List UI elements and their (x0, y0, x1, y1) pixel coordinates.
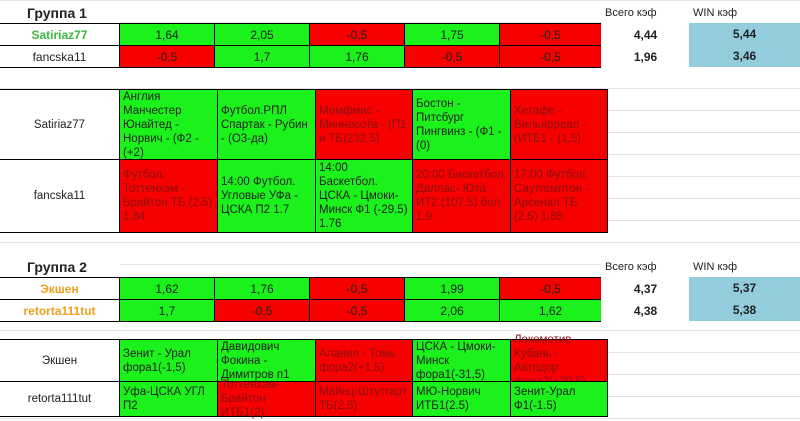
bet-cell[interactable]: Хетафе - Вильярреал - (ИТБ1 - (1,5) (510, 89, 608, 160)
total-odds[interactable]: 4,38 (601, 299, 690, 322)
odds-cell[interactable]: -0,5 (309, 299, 405, 322)
odds-cell[interactable]: 1,76 (309, 45, 405, 68)
group-title: Группа 1 (0, 1, 120, 24)
bet-cell[interactable]: Зенит-Урал Ф1(-1.5) (510, 381, 608, 417)
total-odds[interactable]: 4,37 (601, 277, 690, 300)
odds-cell[interactable]: -0,5 (499, 23, 602, 46)
bet-cell[interactable]: Давидович Фокина - Димитров п1 (217, 339, 316, 382)
bet-cell[interactable]: Уфа-ЦСКА УГЛ П2 (119, 381, 218, 417)
bet-player-name[interactable]: retorta111tut (0, 381, 120, 417)
total-odds[interactable]: 4,44 (601, 23, 690, 46)
bet-cell[interactable]: Мемфмис - Миннесота - (П1 и ТБ(232,5) (315, 89, 413, 160)
win-odds[interactable]: 3,46 (689, 45, 800, 68)
odds-cell[interactable]: -0,5 (309, 277, 405, 300)
bet-cell[interactable]: ЦСКА - Цмоки-Минск фора1(-31,5) (412, 339, 511, 382)
player-name[interactable]: retorta111tut (0, 299, 120, 322)
odds-cell[interactable]: 1,7 (214, 45, 310, 68)
bet-player-name[interactable]: Satiriaz77 (0, 89, 120, 160)
odds-cell[interactable]: -0,5 (309, 23, 405, 46)
win-odds[interactable]: 5,44 (689, 23, 800, 46)
bet-cell[interactable]: Майнц-Штутгарт ТБ(2.5) (315, 381, 413, 417)
bet-cell[interactable]: Алания - Томь фора2(+1,5) (315, 339, 413, 382)
odds-cell[interactable]: -0,5 (119, 45, 215, 68)
win-header: WIN кэф (689, 255, 800, 278)
odds-cell[interactable]: -0,5 (499, 45, 602, 68)
odds-cell[interactable]: -0,5 (214, 299, 310, 322)
bet-cell[interactable]: 14:00 Футбол. Угловые УФа - ЦСКА П2 1.7 (217, 159, 316, 233)
player-name[interactable]: Экшен (0, 277, 120, 300)
bet-player-name[interactable]: fancska11 (0, 159, 120, 233)
player-name[interactable]: Satiriaz77 (0, 23, 120, 46)
bet-cell[interactable]: 17:00 Футбол. Саутгемптон - Арсенал ТБ (… (510, 159, 608, 233)
odds-cell[interactable]: 1,7 (119, 299, 215, 322)
win-odds[interactable]: 5,38 (689, 299, 800, 322)
bet-cell[interactable]: Футбол. Тоттенхэм - Брайтон ТБ (2.5) 1.8… (119, 159, 218, 233)
bet-cell[interactable]: Англия Манчестер Юнайтед - Норвич - (Ф2 … (119, 89, 218, 160)
bet-cell[interactable]: 20:00 Баскетбол. Даллас- Юта ИТ2 (107.5)… (412, 159, 511, 233)
player-name[interactable]: fancska11 (0, 45, 120, 68)
bet-cell[interactable]: Тоттенхэм-Брайтон ИТБ1(2) (217, 379, 316, 419)
odds-cell[interactable]: -0,5 (499, 277, 602, 300)
odds-cell[interactable]: 1,75 (404, 23, 500, 46)
bet-cell[interactable]: 14:00 Баскетбол. ЦСКА - Цмоки-Минск Ф1 (… (315, 159, 413, 233)
group-title: Группа 2 (0, 255, 120, 278)
bet-cell[interactable]: Зенит - Урал фора1(-1,5) (119, 339, 218, 382)
bet-cell[interactable]: Футбол.РПЛ Спартак - Рубин - (О3-да) (217, 89, 316, 160)
win-header: WIN кэф (689, 1, 800, 24)
odds-cell[interactable]: 1,62 (499, 299, 602, 322)
total-header: Всего кэф (601, 255, 690, 278)
odds-cell[interactable]: 1,62 (119, 277, 215, 300)
bet-player-name[interactable]: Экшен (0, 339, 120, 382)
bet-cell[interactable]: Локомотив-Кубань - Автодор фора2(+20,5) (510, 334, 608, 388)
odds-cell[interactable]: 1,99 (404, 277, 500, 300)
total-odds[interactable]: 1,96 (601, 45, 690, 68)
odds-cell[interactable]: 1,64 (119, 23, 215, 46)
bet-cell[interactable]: МЮ-Норвич ИТБ1(2.5) (412, 381, 511, 417)
bet-cell[interactable]: Бостон - Питсбург Пингвинз - (Ф1 - (0) (412, 89, 511, 160)
odds-cell[interactable]: 2,06 (404, 299, 500, 322)
total-header: Всего кэф (601, 1, 690, 24)
odds-cell[interactable]: 2,05 (214, 23, 310, 46)
odds-cell[interactable]: 1,76 (214, 277, 310, 300)
odds-cell[interactable]: -0,5 (404, 45, 500, 68)
win-odds[interactable]: 5,37 (689, 277, 800, 300)
